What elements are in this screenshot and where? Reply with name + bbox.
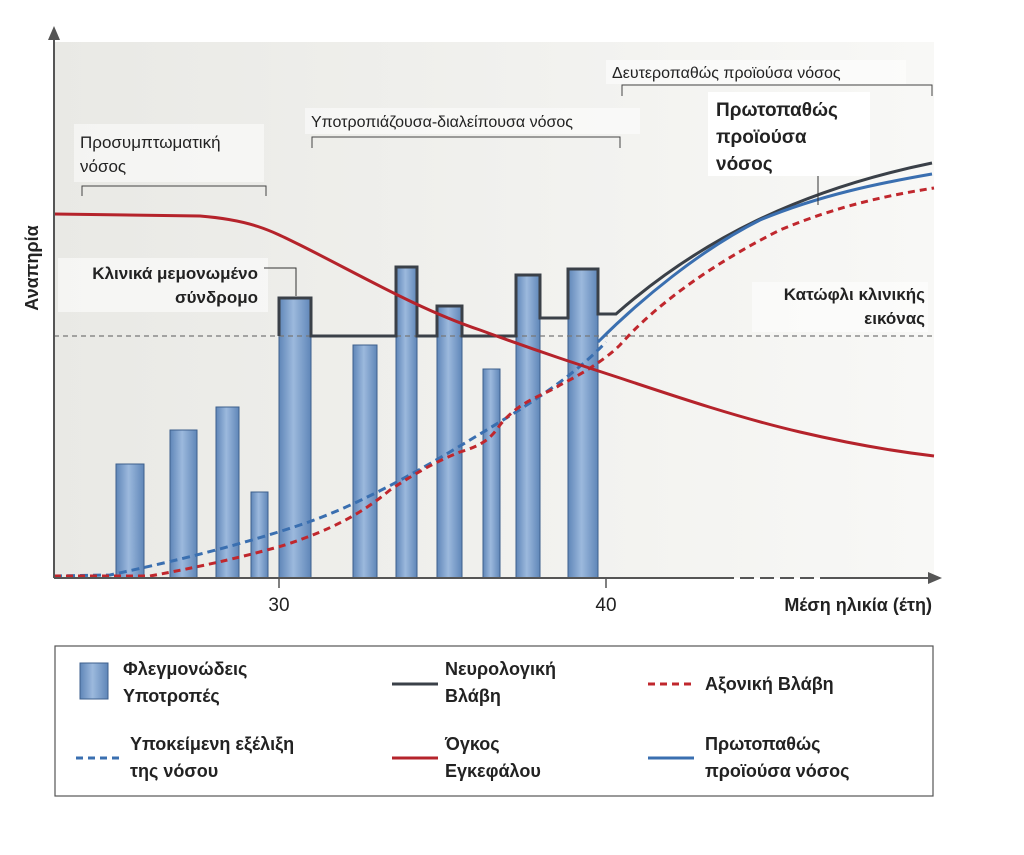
cis-label-line2: σύνδρομο: [175, 288, 258, 307]
primary-progressive-label-line1: Πρωτοπαθώς: [716, 100, 838, 121]
cis-label-bg: [58, 258, 268, 312]
secondary-progressive-label: Δευτεροπαθώς προϊούσα νόσος: [612, 65, 841, 82]
legend-underlying-line1: Υποκείμενη εξέλιξη: [130, 734, 294, 755]
x-tick-label-30: 30: [268, 595, 289, 616]
legend-axonal-line1: Αξονική Βλάβη: [705, 674, 834, 695]
x-tick-label-40: 40: [595, 595, 616, 616]
secondary-label-bg: [606, 60, 906, 84]
relapse-bar: [352, 344, 378, 579]
presymptomatic-label-bg: [74, 124, 264, 182]
primary-progressive-label-line3: νόσος: [716, 154, 773, 175]
threshold-label-bg: [752, 282, 928, 332]
relapsing-label-bg: [305, 108, 640, 134]
brain-volume-line: [53, 212, 935, 458]
relapse-bars: [115, 266, 599, 579]
relapse-bar: [436, 305, 463, 579]
relapse-bar: [115, 463, 145, 579]
secondary-bracket: [621, 84, 933, 96]
legend-neuro-line2: Βλάβη: [445, 686, 501, 706]
cis-pointer: [264, 267, 297, 296]
primary-progressive-label-bg: [708, 92, 870, 176]
presymptomatic-label-line1: Προσυμπτωματική: [80, 133, 221, 152]
legend-brain-line1: Όγκος: [444, 734, 500, 754]
x-axis-arrow: [928, 572, 942, 584]
legend: Φλεγμονώδεις Υποτροπές Νευρολογική Βλάβη…: [54, 645, 934, 797]
relapse-bar: [250, 491, 269, 579]
threshold-label-line2: εικόνας: [864, 309, 925, 328]
relapse-bar: [395, 266, 418, 579]
relapse-bar: [482, 368, 501, 579]
axonal-damage-line: [54, 186, 935, 578]
legend-relapses-line1: Φλεγμονώδεις: [123, 659, 247, 679]
y-axis-label: Αναπηρία: [22, 225, 42, 310]
primary-progressive-line: [596, 172, 933, 344]
legend-neuro-line1: Νευρολογική: [445, 659, 556, 679]
relapsing-bracket: [311, 136, 621, 148]
legend-relapses-line2: Υποτροπές: [123, 686, 220, 706]
presymptomatic-bracket: [81, 185, 267, 196]
presymptomatic-label-line2: νόσος: [80, 157, 126, 176]
legend-relapses-swatch: [79, 662, 109, 700]
threshold-label-line1: Κατώφλι κλινικής: [784, 285, 925, 304]
primary-progressive-label-line2: προϊούσα: [716, 127, 807, 148]
neurological-damage-line: [277, 161, 933, 338]
relapse-bar: [567, 268, 599, 579]
relapse-bar: [515, 274, 541, 579]
legend-underlying-line2: της νόσου: [130, 761, 218, 781]
legend-primary-line2: προϊούσα νόσος: [705, 761, 849, 781]
relapse-bar: [215, 406, 240, 579]
relapse-bar: [169, 429, 198, 579]
legend-brain-line2: Εγκεφάλου: [445, 761, 541, 781]
legend-box: [54, 645, 934, 797]
x-axis-label: Μέση ηλικία (έτη): [784, 595, 932, 615]
legend-primary-line1: Πρωτοπαθώς: [705, 734, 821, 754]
cis-label-line1: Κλινικά μεμονωμένο: [92, 264, 258, 283]
relapsing-remitting-label: Υποτροπιάζουσα-διαλείπουσα νόσος: [311, 114, 573, 131]
y-axis-arrow: [48, 26, 60, 40]
